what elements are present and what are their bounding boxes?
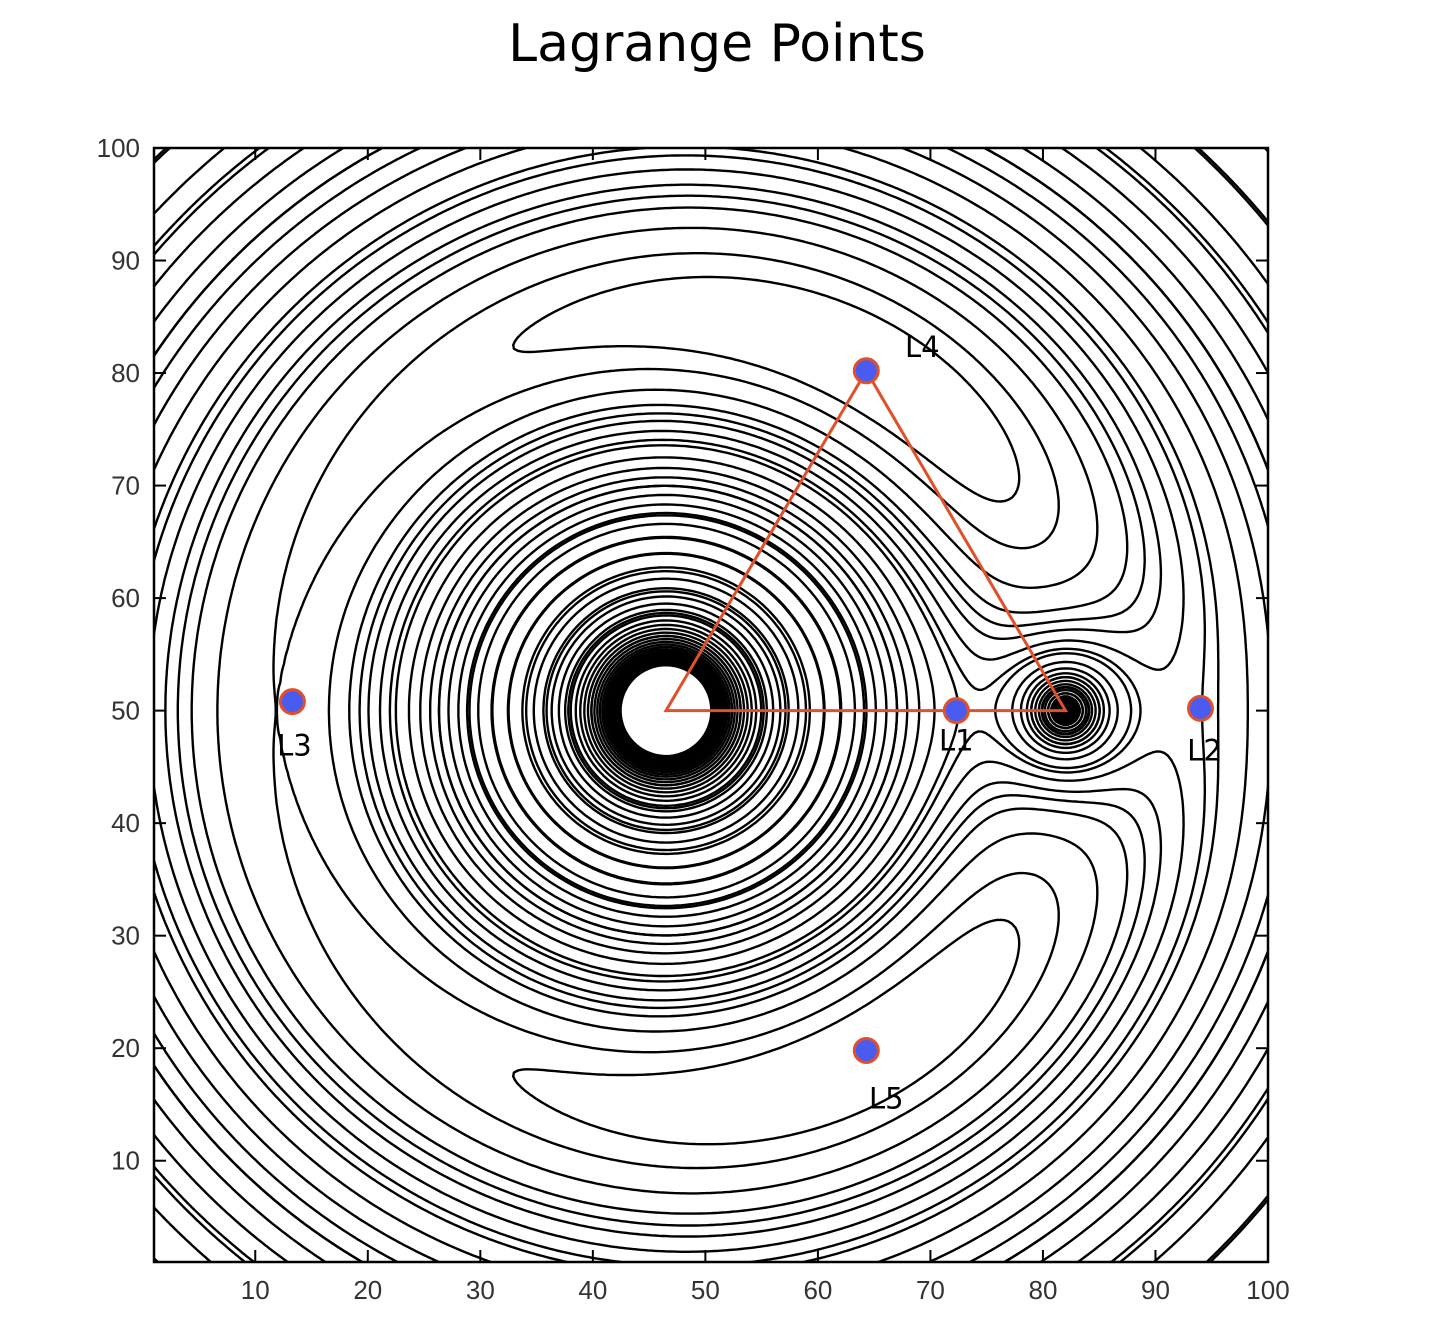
x-tick-label: 20 xyxy=(353,1275,382,1305)
contour-level-42 xyxy=(154,148,1268,1262)
contour-level-21 xyxy=(574,619,1073,802)
contour-level-22 xyxy=(569,614,1073,807)
lagrange-point-l4 xyxy=(852,357,880,385)
contour-level-31 xyxy=(521,566,1079,856)
contour-lines xyxy=(154,148,1268,1262)
chart-title: Lagrange Points xyxy=(508,14,926,74)
contour-level-9 xyxy=(607,652,1070,770)
x-tick-label: 40 xyxy=(578,1275,607,1305)
contour-level-19 xyxy=(583,627,1072,794)
contour-level-18 xyxy=(586,631,1072,790)
contour-level-35 xyxy=(154,148,1268,1262)
contour-level-36 xyxy=(154,148,1268,1262)
lagrange-point-l2 xyxy=(1186,694,1214,722)
contour-level-14 xyxy=(596,640,1071,781)
y-tick-label: 90 xyxy=(111,246,140,276)
contour-level-33 xyxy=(506,148,1268,870)
contour-level-10 xyxy=(605,650,1070,772)
contour-level-28 xyxy=(542,587,1076,835)
x-tick-label: 100 xyxy=(1246,1275,1289,1305)
x-tick-label: 10 xyxy=(241,1275,270,1305)
contour-level-39 xyxy=(154,148,1268,1262)
y-tick-label: 80 xyxy=(111,358,140,388)
lagrange-label-l1: L1 xyxy=(939,724,974,758)
y-tick-label: 60 xyxy=(111,583,140,613)
x-tick-label: 60 xyxy=(803,1275,832,1305)
contour-level-5 xyxy=(612,657,1069,765)
contour-level-1 xyxy=(618,662,714,759)
contour-level-13 xyxy=(598,643,1071,778)
lagrange-label-l4: L4 xyxy=(905,330,940,364)
y-tick-label: 50 xyxy=(111,696,140,726)
x-tick-label: 70 xyxy=(916,1275,945,1305)
contour-level-44 xyxy=(154,148,1268,1262)
lagrange-overlay: L1 L2 L3 L4 L5 xyxy=(277,330,1222,1116)
contour-level-3 xyxy=(615,660,1066,762)
contour-level-27 xyxy=(545,590,1076,832)
contour-level-11 xyxy=(603,648,1070,774)
contour-level-17 xyxy=(590,634,1072,787)
contour-level-15 xyxy=(593,637,1071,784)
x-tick-label: 90 xyxy=(1141,1275,1170,1305)
contour-level-25 xyxy=(557,602,1074,819)
y-tick-label: 70 xyxy=(111,471,140,501)
contour-level-20 xyxy=(579,623,1072,798)
lagrange-point-l1 xyxy=(942,697,970,725)
y-tick-label: 10 xyxy=(111,1146,140,1176)
contour-level-43 xyxy=(154,148,1268,1262)
lagrange-label-l5: L5 xyxy=(869,1081,904,1115)
lagrange-point-l5 xyxy=(852,1036,880,1064)
lagrange-point-l3 xyxy=(278,688,306,716)
lagrange-label-l2: L2 xyxy=(1187,733,1222,767)
x-tick-label: 30 xyxy=(466,1275,495,1305)
contour-level-38 xyxy=(154,148,1268,1262)
x-tick-label: 80 xyxy=(1028,1275,1057,1305)
contour-level-2 xyxy=(617,661,716,760)
lagrange-label-l3: L3 xyxy=(277,729,312,763)
contour-level-12 xyxy=(601,645,1071,776)
x-tick-label: 50 xyxy=(691,1275,720,1305)
y-tick-label: 30 xyxy=(111,921,140,951)
y-tick-label: 100 xyxy=(97,133,140,163)
contour-level-26 xyxy=(550,595,1075,826)
contour-level-4 xyxy=(614,658,1067,763)
y-tick-label: 40 xyxy=(111,808,140,838)
y-tick-label: 20 xyxy=(111,1033,140,1063)
